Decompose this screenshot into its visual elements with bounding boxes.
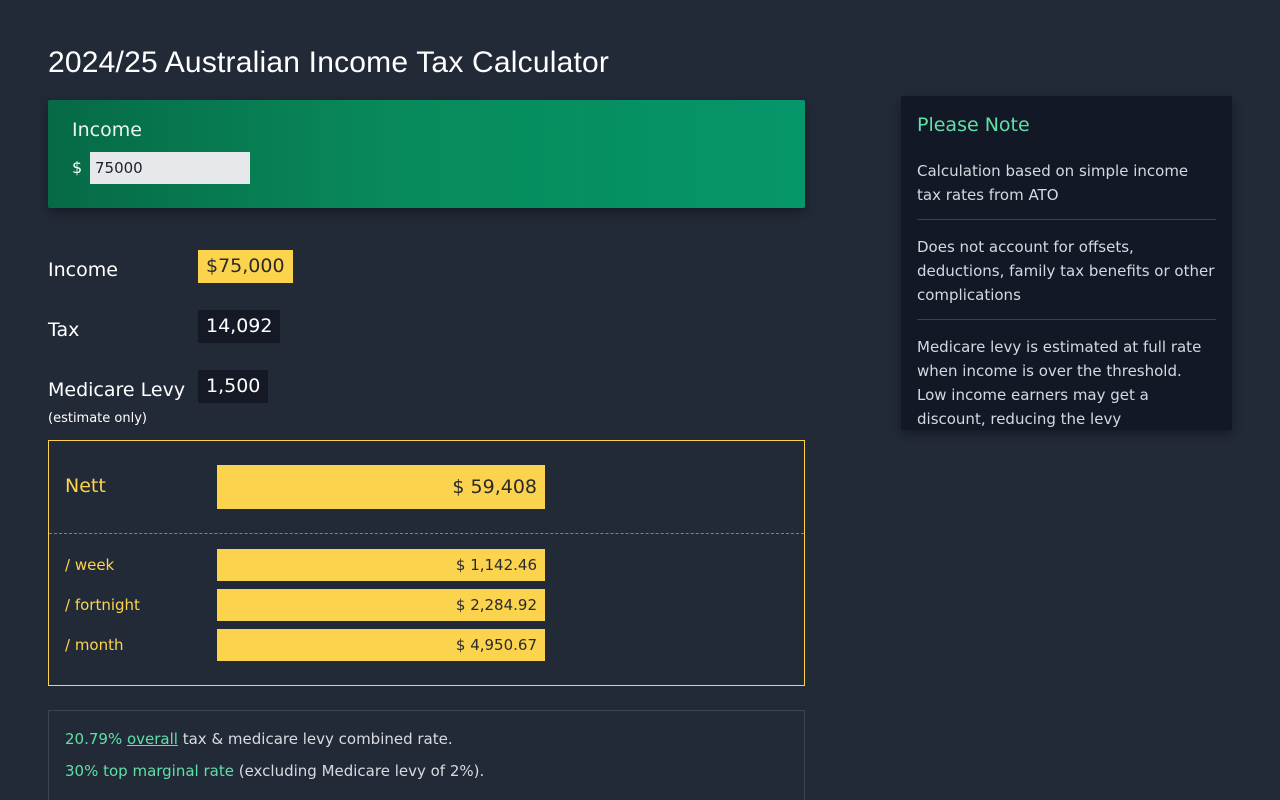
- note-item: Calculation based on simple income tax r…: [917, 156, 1216, 220]
- marginal-rate-value: 30% top marginal rate: [65, 762, 234, 780]
- note-list: Calculation based on simple income tax r…: [917, 156, 1216, 455]
- income-summary-label: Income: [48, 259, 118, 281]
- nett-income-box: Nett $ 59,408 / week $ 1,142.46 / fortni…: [48, 440, 805, 686]
- nett-month-row: / month $ 4,950.67: [49, 629, 804, 661]
- medicare-summary-label: Medicare Levy: [48, 379, 186, 401]
- income-summary-value: $75,000: [198, 250, 293, 283]
- period-value-fortnight: $ 2,284.92: [217, 589, 545, 621]
- please-note-panel: Please Note Calculation based on simple …: [901, 96, 1232, 430]
- period-value-month: $ 4,950.67: [217, 629, 545, 661]
- overall-rate-link[interactable]: overall: [126, 730, 178, 748]
- marginal-rate-description: (excluding Medicare levy of 2%).: [233, 762, 485, 780]
- rates-summary-box: 20.79% overall tax & medicare levy combi…: [48, 710, 805, 800]
- income-input-label: Income: [72, 119, 142, 141]
- currency-symbol: $: [72, 158, 83, 177]
- period-label-fortnight: / fortnight: [65, 596, 140, 614]
- marginal-rate-line: 30% top marginal rate (excluding Medicar…: [65, 762, 484, 780]
- tax-summary-label: Tax: [48, 319, 80, 341]
- overall-rate-value: 20.79%: [65, 730, 123, 748]
- period-label-week: / week: [65, 556, 115, 574]
- overall-rate-line: 20.79% overall tax & medicare levy combi…: [65, 730, 453, 748]
- period-label-month: / month: [65, 636, 124, 654]
- nett-total-section: Nett $ 59,408: [49, 441, 804, 534]
- nett-label: Nett: [65, 475, 106, 497]
- period-value-week: $ 1,142.46: [217, 549, 545, 581]
- nett-fortnight-row: / fortnight $ 2,284.92: [49, 589, 804, 621]
- note-title: Please Note: [917, 114, 1030, 136]
- medicare-estimate-note: (estimate only): [48, 411, 147, 426]
- medicare-summary-value: 1,500: [198, 370, 269, 403]
- nett-value: $ 59,408: [217, 465, 545, 509]
- note-item: Does not account for offsets, deductions…: [917, 232, 1216, 320]
- nett-week-row: / week $ 1,142.46: [49, 549, 804, 581]
- note-item: Medicare levy is estimated at full rate …: [917, 338, 1202, 428]
- tax-summary-value: 14,092: [198, 310, 281, 343]
- page-title: 2024/25 Australian Income Tax Calculator: [48, 46, 610, 79]
- income-input[interactable]: [90, 152, 250, 184]
- overall-rate-description: tax & medicare levy combined rate.: [177, 730, 453, 748]
- income-input-panel: Income $: [48, 100, 805, 208]
